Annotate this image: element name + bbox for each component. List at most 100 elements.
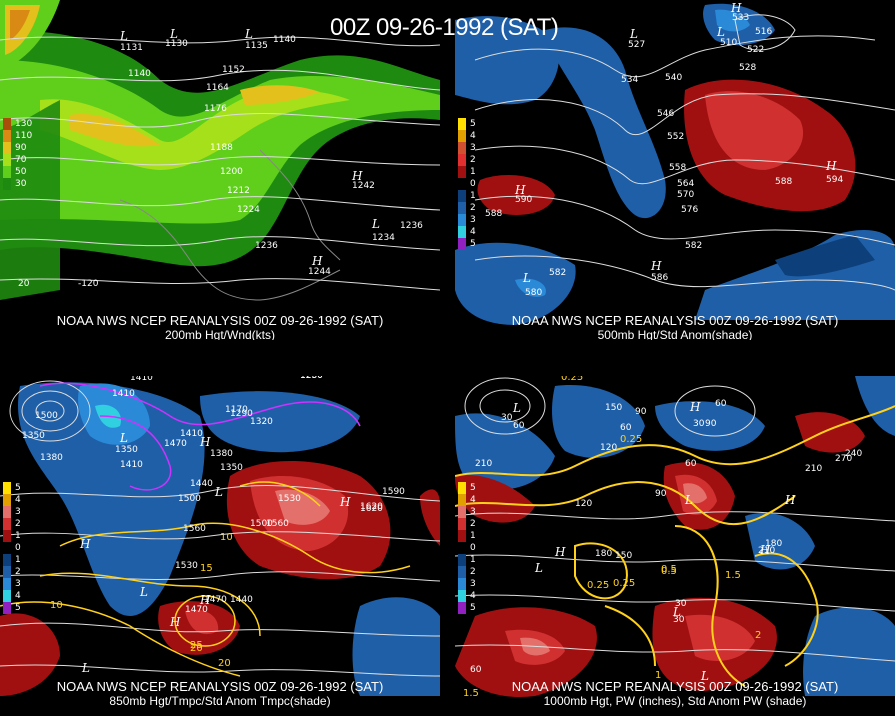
legend-label: 1 <box>470 555 476 565</box>
labels-200mb: 1131 1130 1135 1140 1140 1152 1164 1176 1188 1200… <box>18 27 423 289</box>
legend-entry: 1 <box>458 554 476 566</box>
pressure-center-label: L <box>534 561 543 575</box>
legend-swatch <box>3 142 11 154</box>
panel-200mb-wind: 1131 1130 1135 1140 1140 1152 1164 1176 1188 1200… <box>0 0 440 340</box>
contour-label: 1188 <box>210 143 233 153</box>
contour-label: 1500 <box>250 519 273 529</box>
map-200mb <box>0 0 440 301</box>
legend-label: 0 <box>470 179 476 189</box>
contour-label: 1236 <box>400 221 423 231</box>
legend-swatch <box>458 154 466 166</box>
legend-entry: 5 <box>458 118 476 130</box>
contour-label: 534 <box>621 75 638 85</box>
legend-entry: 2 <box>458 518 476 530</box>
legend-swatch <box>3 130 11 142</box>
contour-label: 60 <box>715 399 727 409</box>
precipitable-water-label: 0.25 <box>620 434 642 445</box>
legend-label: 1 <box>15 555 21 565</box>
contour-label: 210 <box>475 459 492 469</box>
contour-label: 90 <box>635 407 647 417</box>
contour-label: 1440 <box>230 595 253 605</box>
legend-entry: 4 <box>458 494 476 506</box>
legend-swatch <box>3 154 11 166</box>
contour-label: 1131 <box>120 43 143 53</box>
contour-label: 533 <box>732 13 749 23</box>
panel-500mb-anomaly: 533 527 510 516 522 528 534 540 546 552 558 564 570 5… <box>455 0 895 340</box>
contour-label: 1135 <box>245 41 268 51</box>
legend-entry: 3 <box>458 214 476 226</box>
contour-label: 30 <box>501 413 513 423</box>
legend-label: 5 <box>15 603 21 613</box>
legend-label: 70 <box>15 155 27 165</box>
contour-label: 30 <box>673 615 685 625</box>
legend-entry: 4 <box>3 590 21 602</box>
legend-entry: 5 <box>3 482 21 494</box>
legend-label: 30 <box>15 179 27 189</box>
precipitable-water-label: 0.25 <box>613 578 635 589</box>
legend-entry: 2 <box>458 566 476 578</box>
legend-entry: 30 <box>3 178 32 190</box>
pressure-center-label: L <box>512 401 521 415</box>
pressure-center-label: H <box>339 495 351 509</box>
contour-label: 552 <box>667 132 684 142</box>
legend-entry: 5 <box>3 602 21 614</box>
legend-swatch <box>3 530 11 542</box>
legend-entry: 4 <box>3 494 21 506</box>
legend-entry: 1 <box>3 554 21 566</box>
pressure-center-label: L <box>169 27 178 41</box>
legend-swatch <box>3 166 11 178</box>
caption-line-source: NOAA NWS NCEP REANALYSIS 00Z 09-26-1992 … <box>56 313 384 328</box>
caption-line-field: 500mb Hgt/Std Anom(shade) <box>597 328 753 340</box>
pressure-center-label: H <box>784 493 796 507</box>
legend-swatch <box>458 178 466 190</box>
legend-entry: 5 <box>458 482 476 494</box>
legend-label: 4 <box>15 591 21 601</box>
legend-swatch <box>458 542 466 554</box>
legend-swatch <box>458 214 466 226</box>
precipitable-water-label: 1.5 <box>725 570 741 581</box>
pressure-center-label: L <box>716 25 725 39</box>
contour-label: 1590 <box>382 487 405 497</box>
caption-1000mb: NOAA NWS NCEP REANALYSIS 00Z 09-26-1992 … <box>455 679 895 709</box>
legend-swatch <box>3 506 11 518</box>
legend-entry: 1 <box>458 190 476 202</box>
precipitable-water-label: 2 <box>755 630 761 641</box>
legend-label: 2 <box>470 203 476 213</box>
contour-label: 1350 <box>115 445 138 455</box>
contour-label: 1410 <box>112 389 135 399</box>
precipitable-water-label: 0.5 <box>661 566 677 577</box>
legend-label: 2 <box>470 519 476 529</box>
legend-entry: 4 <box>458 226 476 238</box>
legend-swatch <box>458 190 466 202</box>
pressure-center-label: H <box>169 615 181 629</box>
contour-label: 1500 <box>178 494 201 504</box>
legend-label: 3 <box>470 579 476 589</box>
legend-entry: 2 <box>458 202 476 214</box>
legend-label: 1 <box>470 531 476 541</box>
legend-label: 3 <box>470 143 476 153</box>
pressure-center-label: L <box>119 29 128 43</box>
legend-swatch <box>458 202 466 214</box>
legend-label: 5 <box>470 483 476 493</box>
contour-label: 1130 <box>165 39 188 49</box>
legend-label: 4 <box>470 131 476 141</box>
legend-850mb: 5 4 3 2 1 0 1 2 3 4 5 <box>3 482 21 614</box>
contour-label: 1410 <box>180 429 203 439</box>
legend-entry: 1 <box>458 530 476 542</box>
caption-line-source: NOAA NWS NCEP REANALYSIS 00Z 09-26-1992 … <box>511 679 839 694</box>
contour-label: 1440 <box>190 479 213 489</box>
legend-label: 0 <box>15 543 21 553</box>
contour-label: 582 <box>549 268 566 278</box>
contour-label: 1320 <box>250 417 273 427</box>
contour-label: 150 <box>605 403 622 413</box>
legend-label: 2 <box>15 519 21 529</box>
panel-850mb-temperature: 1410 1410 1500 1350 1380 1350 1410 1470 1410 1380… <box>0 376 440 716</box>
contour-label: 1410 <box>120 460 143 470</box>
legend-entry: 0 <box>458 542 476 554</box>
legend-swatch <box>458 518 466 530</box>
contour-label: 570 <box>677 190 694 200</box>
legend-swatch <box>458 530 466 542</box>
legend-entry: 2 <box>3 518 21 530</box>
legend-entry: 0 <box>458 178 476 190</box>
legend-200mb: 130 110 90 70 50 30 <box>3 118 32 190</box>
